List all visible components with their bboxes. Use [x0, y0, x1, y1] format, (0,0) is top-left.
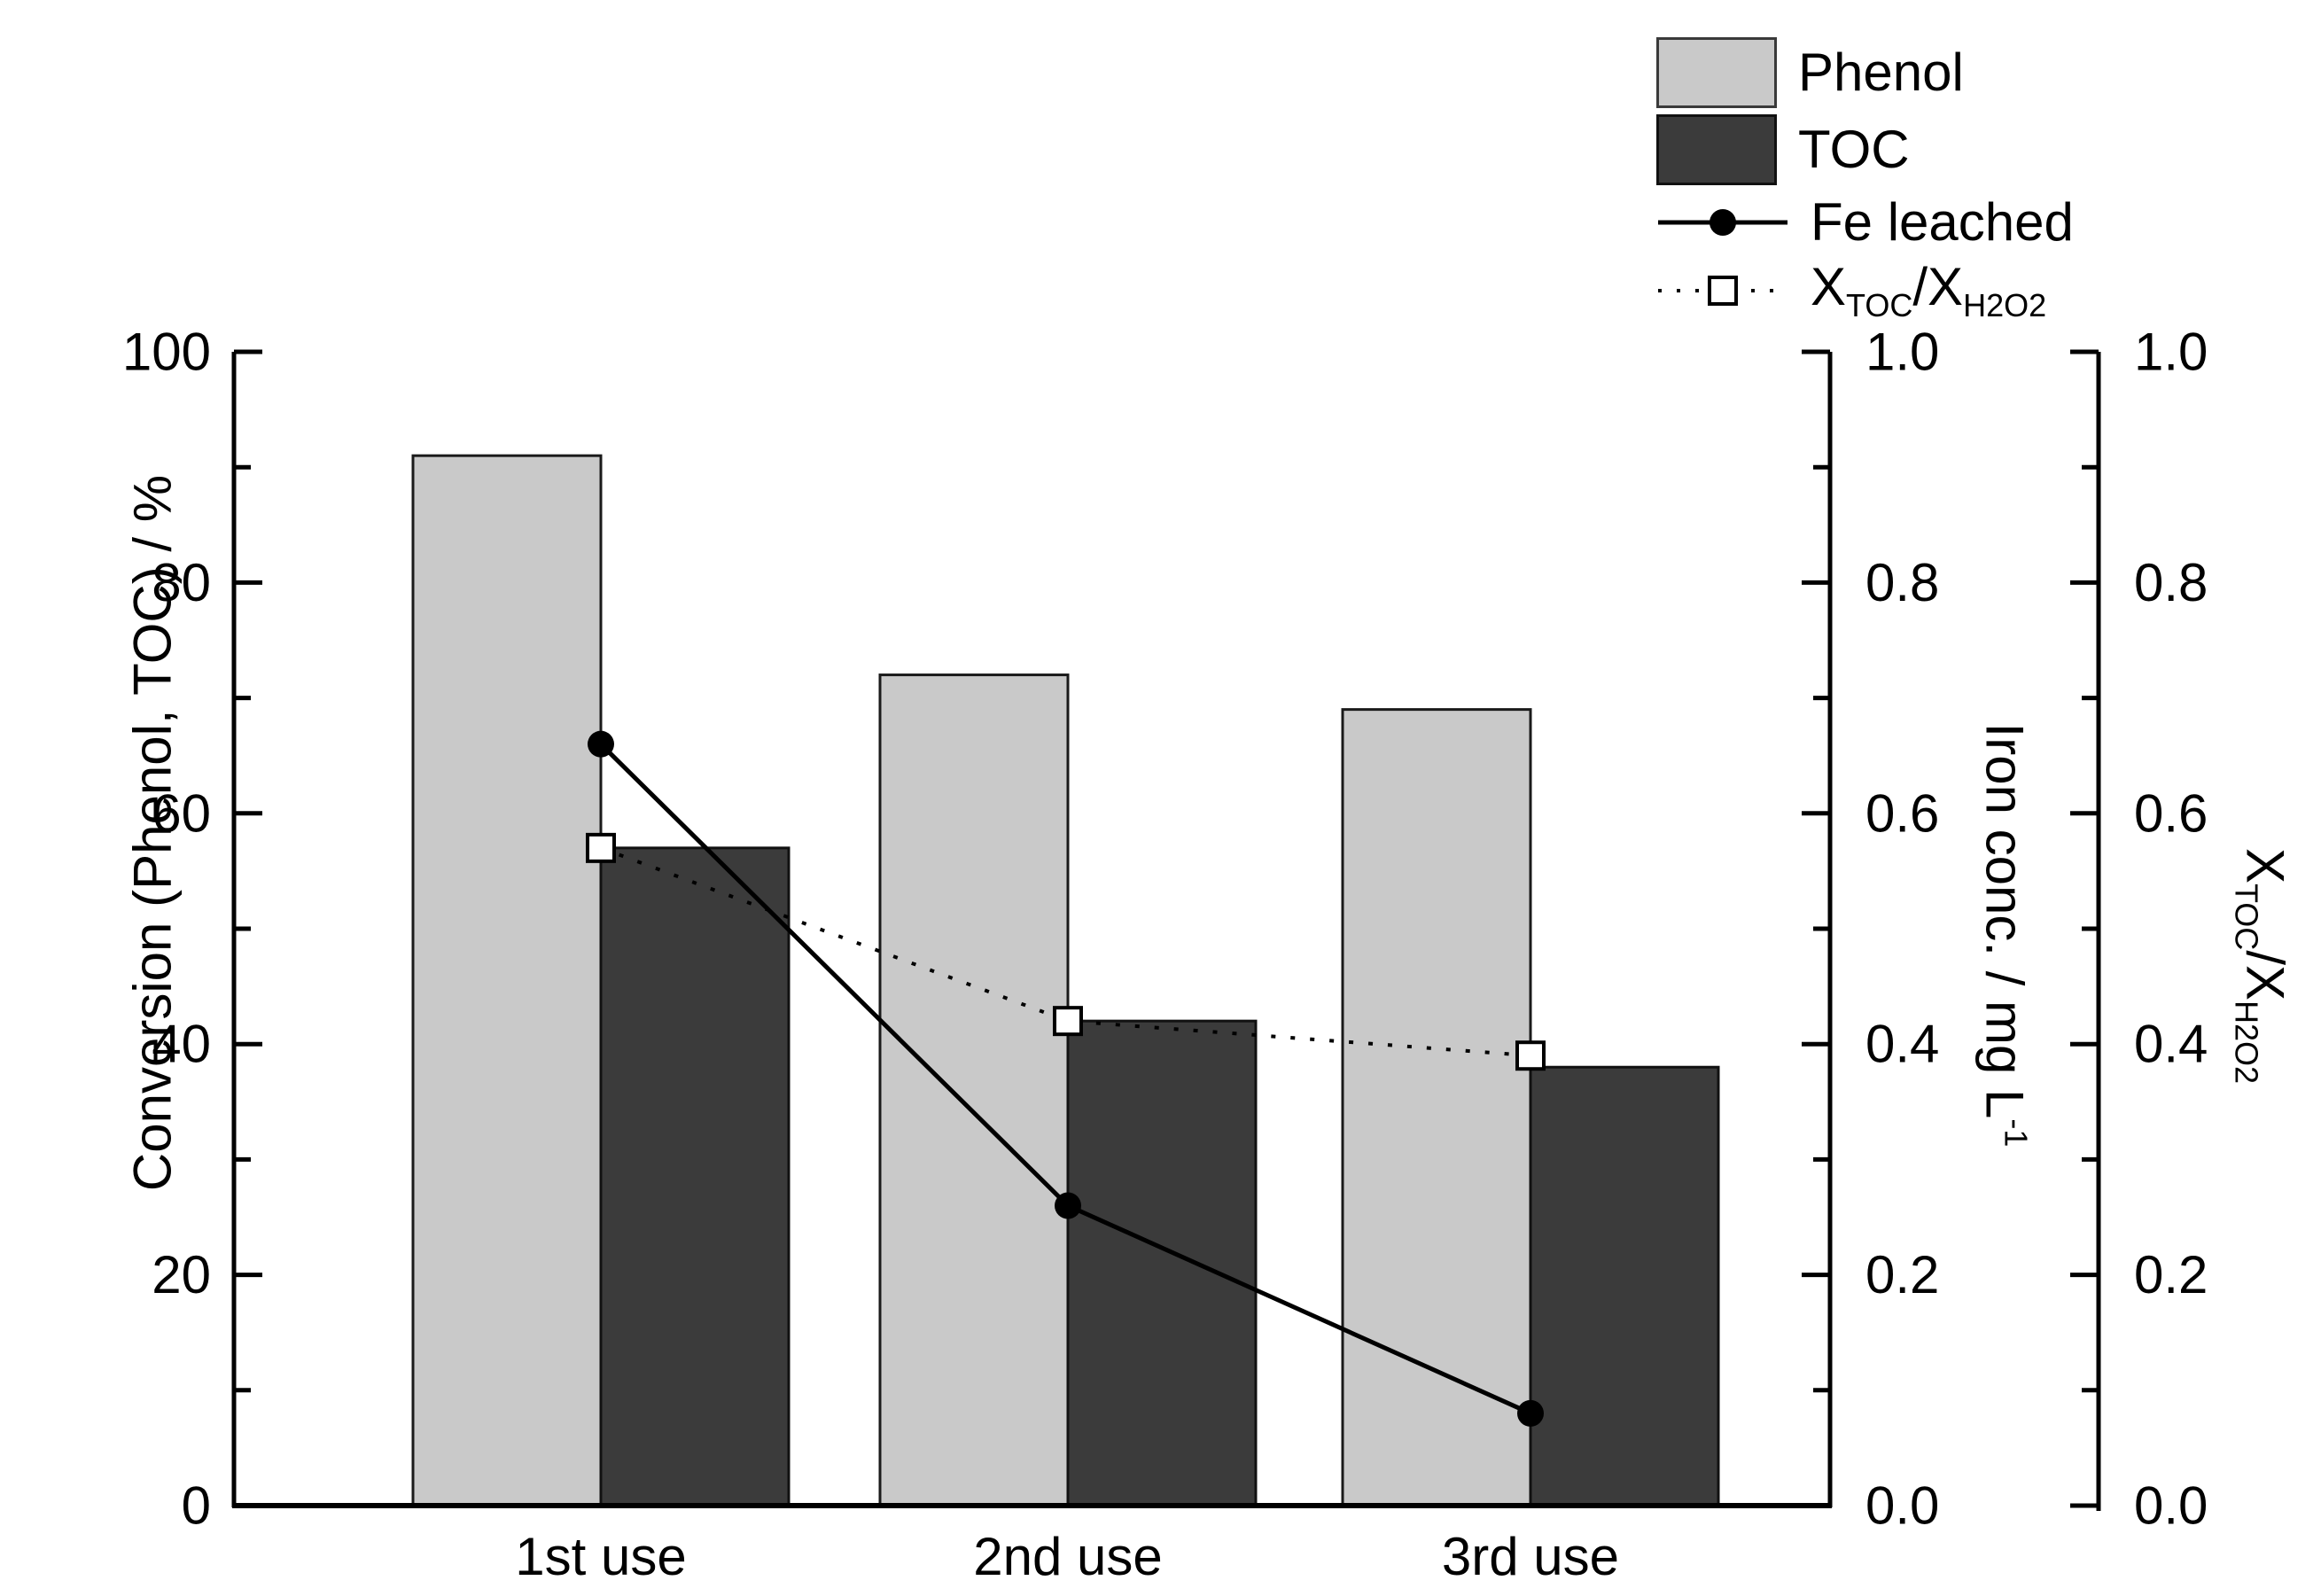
phenol-swatch [1656, 37, 1777, 108]
left-axis-tick-label: 40 [152, 1015, 211, 1074]
legend-item-fe-leached: Fe leached [1656, 191, 2074, 253]
fe-leached-point [1055, 1192, 1081, 1219]
legend-label-phenol: Phenol [1798, 43, 1964, 102]
ratio-title-slash: / [2235, 950, 2295, 965]
left-axis-tick-label: 100 [122, 323, 211, 382]
filled-circle-icon [1710, 209, 1736, 236]
legend-item-toc: TOC [1656, 114, 2074, 185]
iron-title-text: Iron conc. / mg L [1974, 722, 2035, 1119]
legend: Phenol TOC Fe leached XTOC/XH2O2 [1656, 37, 2074, 328]
legend-label-fe-leached: Fe leached [1811, 192, 2074, 252]
legend-ratio-x1: X [1811, 257, 1847, 317]
ratio-point [1053, 1006, 1083, 1037]
left-axis-title-text: Conversion (Phenol, TOC) / % [122, 474, 183, 1192]
ratio-point [1515, 1040, 1546, 1071]
fe-leached-swatch [1658, 209, 1787, 236]
ratio-title-x1: X [2235, 847, 2295, 884]
legend-label-toc: TOC [1798, 120, 1910, 179]
legend-ratio-slash: / [1912, 257, 1928, 317]
ratio-swatch [1658, 276, 1787, 306]
phenol-bar [1341, 708, 1532, 1507]
right-axis-ratio-tick-label: 0.4 [2134, 1015, 2208, 1074]
legend-ratio-x2: X [1928, 257, 1964, 317]
right-axis-ratio-tick-label: 0.8 [2134, 553, 2208, 612]
legend-ratio-sub1: TOC [1846, 287, 1913, 324]
right-axis-iron-tick-label: 0.8 [1865, 553, 1939, 612]
fe-leached-point [588, 730, 614, 758]
category-label-3rd-use: 3rd use [1441, 1527, 1620, 1586]
ratio-title-sub2: H2O2 [2228, 1000, 2265, 1085]
legend-item-phenol: Phenol [1656, 37, 2074, 108]
right-axis-iron-tick-label: 0.2 [1865, 1245, 1939, 1304]
toc-bar [599, 846, 791, 1507]
toc-bar [1066, 1019, 1258, 1507]
legend-label-ratio: XTOC/XH2O2 [1811, 258, 2046, 323]
ratio-point [586, 832, 616, 863]
phenol-bar [878, 673, 1070, 1507]
iron-title-superscript: -1 [1998, 1118, 2035, 1148]
left-axis-tick-label: 20 [152, 1245, 211, 1304]
right-axis-ratio-tick-label: 0.2 [2134, 1245, 2208, 1304]
right-axis-iron-tick-label: 0.0 [1865, 1476, 1939, 1536]
right-axis-iron-tick-label: 1.0 [1865, 323, 1939, 382]
right-axis-iron-tick-label: 0.4 [1865, 1015, 1939, 1074]
left-axis-tick-label: 80 [152, 553, 211, 612]
right-axis-ratio-tick-label: 0.6 [2134, 783, 2208, 843]
right-axis-iron-tick-label: 0.6 [1865, 783, 1939, 843]
toc-swatch [1656, 114, 1777, 185]
legend-ratio-sub2: H2O2 [1963, 287, 2047, 324]
open-square-icon [1708, 276, 1738, 306]
toc-bar [1529, 1065, 1720, 1507]
left-axis-tick-label: 0 [182, 1476, 211, 1536]
left-axis-tick-label: 60 [152, 783, 211, 843]
ratio-title-sub1: TOC [2228, 883, 2265, 951]
right-axis-ratio-tick-label: 0.0 [2134, 1476, 2208, 1536]
fe-leached-point [1517, 1399, 1544, 1427]
right-axis-ratio-tick-label: 1.0 [2134, 323, 2208, 382]
legend-item-ratio: XTOC/XH2O2 [1656, 258, 2074, 323]
phenol-bar [411, 454, 603, 1507]
category-label-2nd-use: 2nd use [973, 1527, 1163, 1586]
category-label-1st-use: 1st use [515, 1527, 687, 1586]
ratio-title-x2: X [2235, 964, 2295, 1001]
